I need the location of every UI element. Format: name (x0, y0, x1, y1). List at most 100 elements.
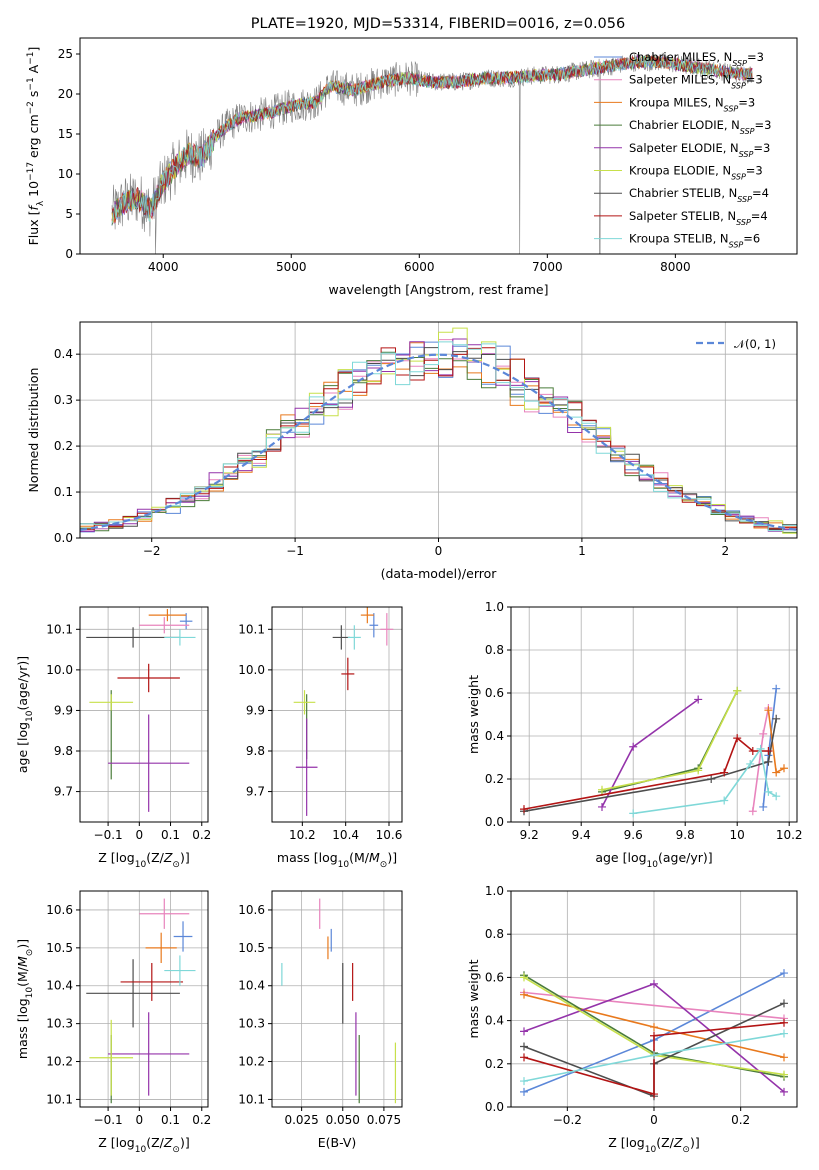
errorbar-point (164, 629, 196, 646)
y-tick-label: 10.0 (238, 663, 265, 677)
y-tick-label: 0.8 (485, 927, 504, 941)
y-tick-label: 10.3 (46, 1017, 73, 1031)
weight-marker (650, 1090, 658, 1099)
weight-marker (780, 999, 788, 1008)
x-axis-label: age [log10(age/yr)] (595, 850, 712, 870)
y-tick-label: 0.2 (485, 772, 504, 786)
y-tick-label: 9.9 (54, 703, 73, 717)
x-tick-label: 0.1 (161, 1113, 180, 1127)
weight-marker (780, 1018, 788, 1027)
errorbar-point (295, 718, 318, 816)
errorbar-point (108, 714, 190, 812)
y-tick-label: 10.4 (46, 979, 73, 993)
x-tick-label: 10.4 (332, 828, 359, 842)
x-axis-label: E(B-V) (318, 1135, 357, 1150)
x-tick-label: 10.2 (776, 828, 803, 842)
x-tick-label: 0.2 (731, 1113, 750, 1127)
weight-marker (650, 1031, 658, 1040)
y-tick-label: 5 (65, 207, 73, 221)
x-tick-label: 10.2 (289, 828, 316, 842)
weight-marker (650, 1051, 658, 1060)
x-tick-label: 0.1 (161, 828, 180, 842)
weight-marker (772, 768, 781, 777)
y-tick-label: 9.8 (54, 744, 73, 758)
errorbar-point (360, 607, 374, 624)
x-axis-label: Z [log10(Z/Z⊙)] (98, 850, 189, 870)
y-tick-label: 20 (58, 87, 73, 101)
legend-label: Kroupa ELODIE, NSSP=3 (629, 164, 763, 182)
y-tick-label: 0.6 (485, 686, 504, 700)
weight-marker (764, 757, 773, 766)
errorbar-point (173, 921, 193, 952)
x-tick-label: 0.2 (192, 828, 211, 842)
weight-marker (694, 695, 703, 704)
x-tick-label: 0.050 (326, 1113, 360, 1127)
weight-line (633, 746, 777, 815)
weight-marker (748, 747, 757, 756)
plot-area-residuals (79, 327, 798, 534)
weight-marker (520, 1077, 528, 1086)
legend-label: Chabrier MILES, NSSP=3 (629, 50, 764, 68)
x-axis-label: wavelength [Angstrom, rest frame] (328, 282, 548, 297)
weight-marker (780, 1087, 788, 1096)
plot-area-mass-vs-ebv (281, 898, 397, 1104)
x-tick-label: 9.2 (520, 828, 539, 842)
x-axis-label: mass [log10(M/M⊙)] (277, 850, 397, 870)
weight-marker (629, 809, 638, 818)
legend-label: Chabrier ELODIE, NSSP=3 (629, 118, 771, 136)
x-tick-label: −2 (143, 544, 161, 558)
x-tick-label: 9.4 (572, 828, 591, 842)
y-tick-label: 0.0 (485, 1100, 504, 1114)
y-tick-label: 0.6 (485, 970, 504, 984)
x-tick-label: 9.8 (676, 828, 695, 842)
errorbar-point (341, 657, 355, 691)
x-tick-label: −0.2 (553, 1113, 582, 1127)
errorbar-point (369, 613, 379, 638)
axes-weight-vs-age: 9.2 9.4 9.6 9.8 10 10.2 0.0 0.2 0.4 0.6 0.8 1.0 age … (466, 600, 803, 870)
x-axis-label: Z [log10(Z/Z⊙)] (608, 1135, 699, 1155)
weight-marker (650, 979, 658, 988)
x-tick-label: 0.2 (192, 1113, 211, 1127)
legend-label: Kroupa STELIB, NSSP=6 (629, 232, 760, 250)
residual-histogram (80, 341, 797, 532)
normal-curve (79, 353, 798, 531)
x-tick-label: 0.075 (367, 1113, 401, 1127)
weight-line (752, 707, 770, 812)
y-tick-label: 10.6 (46, 903, 73, 917)
x-tick-label: 0 (650, 1113, 658, 1127)
axes-mass-vs-Z: −0.1 0 0.1 0.2 10.1 10.2 10.3 10.4 10.5 10.6 Z [lo… (15, 890, 211, 1155)
axes-frame (271, 606, 403, 823)
y-tick-label: 10.4 (238, 979, 265, 993)
weight-marker (756, 744, 765, 753)
plot-area-age-vs-Z (86, 609, 196, 812)
errorbar-point (148, 609, 187, 622)
x-tick-label: −0.1 (94, 1113, 123, 1127)
axes-frame (79, 890, 209, 1108)
y-tick-label: 1.0 (485, 884, 504, 898)
axes-spectrum: 4000 5000 6000 7000 8000 0 5 10 15 20 25 wavelength… (26, 37, 798, 297)
weight-marker (520, 973, 528, 982)
y-tick-label: 10.1 (46, 1092, 73, 1106)
errorbar-point (380, 613, 394, 646)
y-tick-label: 0.0 (54, 531, 73, 545)
x-tick-label: 1 (578, 544, 586, 558)
plot-area-age-vs-mass (293, 607, 394, 816)
x-tick-label: 0 (135, 1113, 143, 1127)
x-tick-label: 4000 (148, 260, 179, 274)
weight-marker (780, 969, 788, 978)
figure-title: PLATE=1920, MJD=53314, FIBERID=0016, z=0… (251, 16, 625, 32)
weight-marker (598, 785, 606, 794)
x-tick-label: 0.025 (284, 1113, 318, 1127)
legend-label: Kroupa MILES, NSSP=3 (629, 95, 755, 113)
legend-label: Chabrier STELIB, NSSP=4 (629, 186, 769, 204)
weight-marker (733, 734, 742, 743)
weight-line (601, 698, 699, 808)
plot-area-weight-vs-Z (520, 969, 788, 1101)
legend-spectrum: Chabrier MILES, NSSP=3 Salpeter MILES, NS… (594, 50, 771, 249)
y-tick-label: 10.5 (238, 941, 265, 955)
x-tick-label: 10.6 (376, 828, 403, 842)
weight-line (762, 688, 777, 808)
weight-marker (780, 1070, 788, 1079)
y-tick-label: 10.1 (238, 1092, 265, 1106)
